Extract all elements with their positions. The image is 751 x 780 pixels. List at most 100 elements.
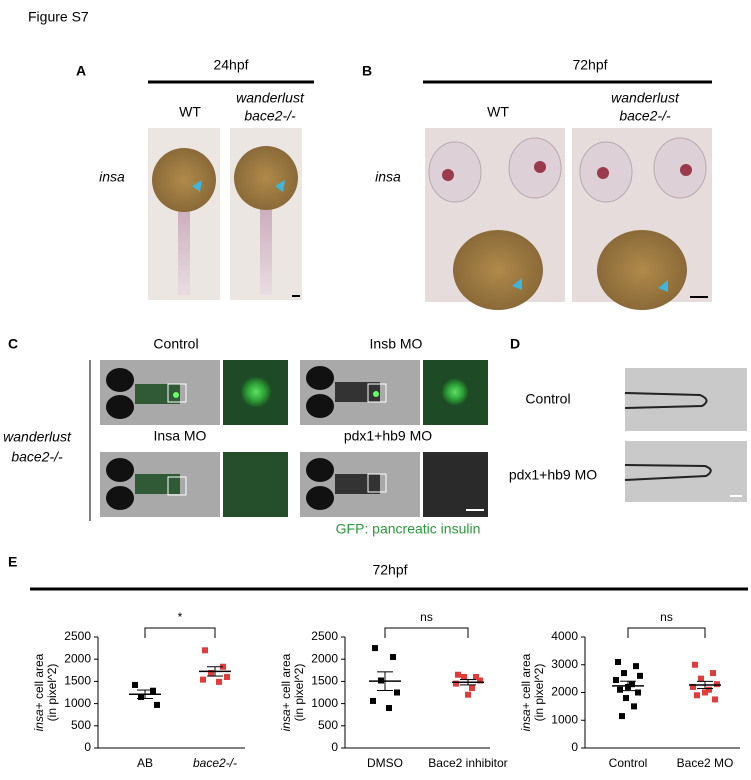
y-axis-label: (in pixel^2) [532, 664, 546, 722]
genotype-label: bace2-/- [619, 108, 671, 124]
row-label: wanderlust [3, 429, 72, 445]
y-axis-label: + cell area [32, 653, 46, 709]
stage-label: 72hpf [372, 562, 407, 578]
y-axis-label: insa [279, 709, 293, 731]
stage-label: 72hpf [572, 57, 607, 73]
data-point [690, 683, 696, 690]
y-tick-label: 2000 [551, 685, 578, 699]
data-point [637, 672, 643, 679]
error-bar [620, 680, 636, 692]
data-point [692, 661, 698, 668]
condition-label: Insb MO [370, 336, 423, 352]
data-point [150, 687, 156, 694]
data-point [370, 697, 376, 704]
data-point [619, 713, 625, 720]
genotype-label: WT [487, 104, 509, 120]
y-tick-label: 2500 [64, 629, 91, 643]
y-tick-label: 2500 [311, 629, 338, 643]
panel-label: B [362, 63, 372, 79]
y-axis-label: insa+ cell area (in pixel^2) [279, 653, 306, 731]
data-point [465, 691, 471, 698]
genotype-label: bace2-/- [244, 108, 296, 124]
panel-label: A [76, 63, 86, 79]
x-tick-label: DMSO [367, 756, 403, 770]
significance-bracket [144, 627, 216, 638]
data-point [477, 677, 483, 684]
data-point [706, 686, 712, 693]
y-tick-label: 2000 [311, 651, 338, 665]
data-point [455, 671, 461, 678]
data-point [372, 645, 378, 652]
y-tick-label: 1000 [551, 712, 578, 726]
fluorescence-image [300, 360, 488, 425]
row-label: bace2-/- [11, 449, 63, 465]
fluorescence-image [100, 452, 288, 517]
y-axis-label: (in pixel^2) [292, 664, 306, 722]
data-point [453, 680, 459, 687]
data-point [710, 670, 716, 677]
tail-image [624, 368, 747, 431]
larva-image [425, 128, 565, 310]
fluorescence-image [300, 452, 488, 517]
panel-label: C [8, 336, 18, 352]
significance-bracket [627, 627, 706, 638]
data-point [224, 673, 230, 680]
y-axis-label: (in pixel^2) [45, 664, 59, 722]
y-axis-label: + cell area [279, 653, 293, 709]
error-bar [377, 671, 393, 692]
x-tick-label: AB [137, 756, 153, 770]
data-point [621, 670, 627, 677]
tail-image [624, 441, 747, 502]
larva-image [572, 128, 712, 310]
y-tick-label: 3000 [551, 657, 578, 671]
data-point [631, 703, 637, 710]
panel-label: E [8, 554, 17, 570]
probe-label: insa [375, 169, 401, 185]
y-axis-label: insa+ cell area (in pixel^2) [32, 653, 59, 731]
data-point [635, 689, 641, 696]
x-tick-label: Control [609, 756, 648, 770]
figure-title: Figure S7 [28, 9, 89, 25]
x-tick-label: bace2-/- [193, 756, 237, 770]
genotype-label: wanderlust [611, 90, 680, 106]
data-point [216, 678, 222, 685]
data-point [613, 677, 619, 684]
data-point [694, 692, 700, 699]
y-axis-label: insa+ cell area [519, 653, 533, 731]
significance-label: ns [660, 610, 673, 624]
x-tick-label: Bace2 inhibitor [428, 756, 507, 770]
y-tick-label: 1500 [311, 674, 338, 688]
data-point [200, 676, 206, 683]
data-point [633, 663, 639, 670]
data-point [473, 673, 479, 680]
condition-label: pdx1+hb9 MO [344, 428, 432, 444]
data-point [132, 681, 138, 688]
panel-label: D [510, 336, 520, 352]
significance-label: * [178, 610, 183, 624]
y-tick-label: 0 [84, 740, 91, 754]
data-point [623, 695, 629, 702]
y-tick-label: 0 [571, 740, 578, 754]
y-tick-label: 2000 [64, 651, 91, 665]
y-axis-label: insa+ cell area [32, 653, 46, 731]
y-tick-label: 500 [318, 718, 338, 732]
significance-label: ns [420, 610, 433, 624]
y-axis-label: insa+ cell area [279, 653, 293, 731]
data-point [469, 685, 475, 692]
data-point [208, 669, 214, 676]
probe-label: insa [99, 169, 125, 185]
genotype-label: wanderlust [236, 90, 305, 106]
x-tick-label: Bace2 MO [677, 756, 734, 770]
y-axis-label: insa+ cell area (in pixel^2) [519, 653, 546, 731]
error-bar [207, 666, 223, 677]
data-point [702, 689, 708, 696]
data-point [202, 647, 208, 654]
embryo-image [230, 128, 302, 300]
y-tick-label: 0 [331, 740, 338, 754]
data-point [138, 693, 144, 700]
error-bar [697, 680, 713, 690]
data-point [390, 653, 396, 660]
data-point [615, 658, 621, 665]
